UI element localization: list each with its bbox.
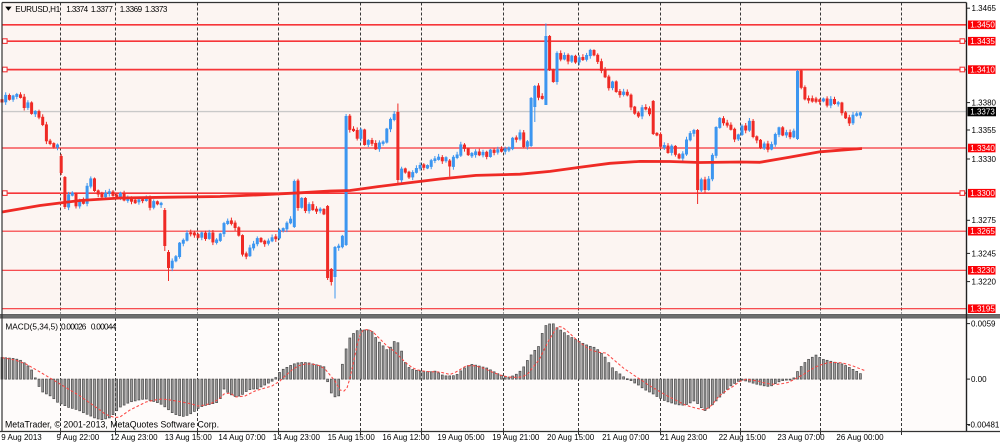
svg-text:1.3374: 1.3374 bbox=[66, 5, 88, 14]
svg-text:1.3230: 1.3230 bbox=[970, 266, 995, 275]
svg-text:21 Aug 23:00: 21 Aug 23:00 bbox=[660, 433, 708, 442]
svg-text:1.3195: 1.3195 bbox=[970, 305, 995, 314]
svg-text:19 Aug 05:00: 19 Aug 05:00 bbox=[437, 433, 485, 442]
svg-text:1.3300: 1.3300 bbox=[970, 189, 995, 198]
svg-text:0.00026: 0.00026 bbox=[61, 322, 87, 331]
svg-text:1.3265: 1.3265 bbox=[970, 227, 995, 236]
svg-text:21 Aug 07:00: 21 Aug 07:00 bbox=[602, 433, 650, 442]
svg-text:15 Aug 15:00: 15 Aug 15:00 bbox=[328, 433, 376, 442]
svg-text:1.3465: 1.3465 bbox=[972, 4, 997, 13]
svg-text:23 Aug 07:00: 23 Aug 07:00 bbox=[777, 433, 825, 442]
svg-text:14 Aug 23:00: 14 Aug 23:00 bbox=[273, 433, 321, 442]
svg-text:1.3330: 1.3330 bbox=[972, 155, 997, 164]
svg-text:16 Aug 12:00: 16 Aug 12:00 bbox=[382, 433, 430, 442]
svg-text:26 Aug 00:00: 26 Aug 00:00 bbox=[836, 433, 884, 442]
svg-text:MACD(5,34,5): MACD(5,34,5) bbox=[5, 322, 58, 331]
svg-text:9 Aug 22:00: 9 Aug 22:00 bbox=[57, 433, 100, 442]
svg-text:1.3373: 1.3373 bbox=[970, 108, 995, 117]
svg-text:1.3380: 1.3380 bbox=[972, 99, 997, 108]
svg-text:1.3435: 1.3435 bbox=[970, 37, 995, 46]
svg-text:-0.00481: -0.00481 bbox=[968, 420, 1000, 429]
svg-text:1.3373: 1.3373 bbox=[145, 5, 168, 14]
svg-text:1.3410: 1.3410 bbox=[970, 66, 995, 75]
svg-text:1.3220: 1.3220 bbox=[972, 278, 997, 287]
svg-text:1.3450: 1.3450 bbox=[970, 21, 995, 30]
svg-text:0.0059: 0.0059 bbox=[971, 320, 996, 329]
svg-text:EURUSD,H1: EURUSD,H1 bbox=[15, 5, 60, 14]
svg-text:0.00: 0.00 bbox=[971, 375, 987, 384]
svg-text:1.3340: 1.3340 bbox=[970, 144, 995, 153]
svg-text:1.3275: 1.3275 bbox=[972, 216, 997, 225]
svg-text:1.3369: 1.3369 bbox=[120, 5, 143, 14]
svg-text:13 Aug 15:00: 13 Aug 15:00 bbox=[165, 433, 213, 442]
svg-text:12 Aug 23:00: 12 Aug 23:00 bbox=[110, 433, 158, 442]
svg-text:14 Aug 07:00: 14 Aug 07:00 bbox=[218, 433, 266, 442]
svg-text:0.00044: 0.00044 bbox=[91, 322, 117, 331]
svg-text:1.3355: 1.3355 bbox=[972, 126, 997, 135]
svg-text:1.3377: 1.3377 bbox=[91, 5, 113, 14]
svg-text:22 Aug 15:00: 22 Aug 15:00 bbox=[719, 433, 767, 442]
svg-text:1.3245: 1.3245 bbox=[972, 249, 997, 258]
svg-text:20 Aug 15:00: 20 Aug 15:00 bbox=[547, 433, 595, 442]
svg-text:MetaTrader, © 2001-2013, MetaQ: MetaTrader, © 2001-2013, MetaQuotes Soft… bbox=[5, 420, 219, 430]
svg-text:9 Aug 2013: 9 Aug 2013 bbox=[1, 433, 42, 442]
svg-text:19 Aug 21:00: 19 Aug 21:00 bbox=[492, 433, 540, 442]
